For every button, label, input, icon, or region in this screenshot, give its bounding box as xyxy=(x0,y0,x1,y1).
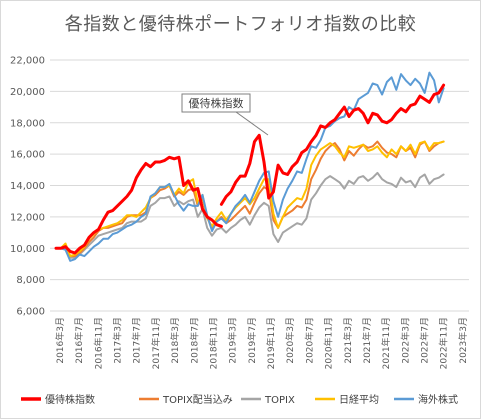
y-tick-label: 12,000 xyxy=(10,212,45,223)
legend-label: 日経平均 xyxy=(339,393,379,406)
series-line xyxy=(219,83,446,206)
callout-label: 優待株指数 xyxy=(189,96,244,110)
legend-label: TOPIX配当込み xyxy=(162,393,233,406)
x-tick-label: 2019年7月 xyxy=(246,317,258,364)
legend-label: 海外株式 xyxy=(418,393,458,406)
series-line xyxy=(55,140,445,258)
chart-title: 各指数と優待株ポートフォリオ指数の比較 xyxy=(64,14,417,35)
x-tick-label: 2020年11月 xyxy=(323,317,335,369)
y-tick-label: 20,000 xyxy=(10,87,45,98)
series-line xyxy=(55,140,445,258)
x-tick-label: 2022年7月 xyxy=(418,317,430,364)
x-tick-label: 2017年7月 xyxy=(131,317,143,364)
y-tick-label: 18,000 xyxy=(10,118,45,129)
x-tick-label: 2016年11月 xyxy=(92,317,104,369)
x-tick-label: 2023年3月 xyxy=(457,317,469,364)
x-tick-label: 2018年11月 xyxy=(207,317,219,369)
callout-pointer xyxy=(235,111,269,136)
x-tick-label: 2021年11月 xyxy=(380,317,392,369)
x-tick-label: 2021年3月 xyxy=(342,317,354,364)
series-line xyxy=(54,155,223,255)
y-tick-label: 10,000 xyxy=(10,244,45,255)
series-line xyxy=(55,71,445,262)
x-tick-label: 2017年11月 xyxy=(150,317,162,369)
x-tick-label: 2018年7月 xyxy=(188,317,200,364)
x-tick-label: 2019年3月 xyxy=(227,317,239,364)
series-line xyxy=(55,171,445,259)
x-tick-label: 2016年3月 xyxy=(54,317,66,364)
x-tick-label: 2017年3月 xyxy=(112,317,124,364)
x-tick-label: 2020年7月 xyxy=(303,317,315,364)
x-tick-label: 2021年7月 xyxy=(361,317,373,364)
callout-box xyxy=(181,93,251,113)
x-tick-label: 2022年3月 xyxy=(399,317,411,364)
x-tick-label: 2019年11月 xyxy=(265,317,277,369)
legend-label: TOPIX xyxy=(264,395,295,406)
y-tick-label: 14,000 xyxy=(10,181,45,192)
y-tick-label: 22,000 xyxy=(10,56,45,67)
y-tick-label: 16,000 xyxy=(10,150,45,161)
legend-label: 優待株指数 xyxy=(45,393,95,406)
y-tick-label: 6,000 xyxy=(16,307,45,318)
y-tick-label: 8,000 xyxy=(16,275,45,286)
x-tick-label: 2018年3月 xyxy=(169,317,181,364)
x-tick-label: 2016年7月 xyxy=(73,317,85,364)
x-tick-label: 2022年11月 xyxy=(438,317,450,369)
x-tick-label: 2020年3月 xyxy=(284,317,296,364)
